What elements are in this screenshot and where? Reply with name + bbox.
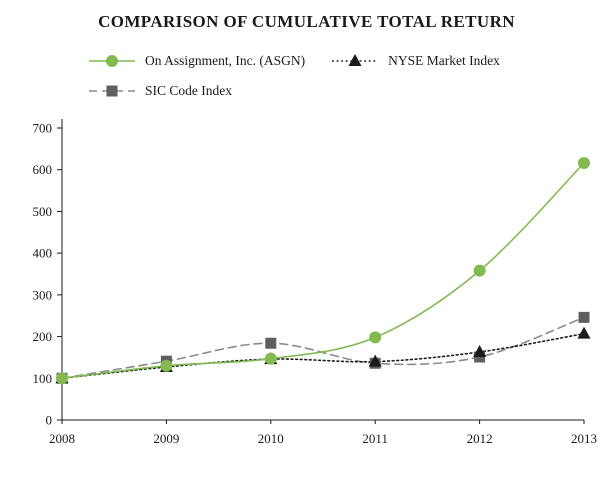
circle-marker [369,331,382,344]
triangle-marker [368,354,382,367]
legend-item-sic: SIC Code Index [88,82,305,100]
circle-marker [264,352,277,365]
x-tick-label: 2012 [467,431,493,446]
y-tick-label: 400 [33,246,53,261]
x-tick-label: 2010 [258,431,284,446]
x-tick-label: 2008 [49,431,75,446]
square-marker [578,311,590,323]
y-tick-label: 500 [33,204,53,219]
circle-marker [473,264,486,277]
legend-marker-sample [106,85,118,97]
series-line-1 [61,332,585,380]
asgn-line-circle-swatch [89,55,135,67]
sic-line-square-swatch [89,85,135,97]
legend-item-asgn: On Assignment, Inc. (ASGN) [88,52,305,70]
square-marker [474,351,486,363]
square-marker [265,337,277,349]
legend-label-sic: SIC Code Index [145,83,232,98]
triangle-marker [473,345,487,358]
y-tick-label: 200 [33,329,53,344]
line-chart: 0 100 200 300 400 500 600 700 2008 2009 2010 2011 20… [0,110,613,473]
series-line-0 [61,162,585,380]
series-markers-0 [56,157,590,385]
x-tick-label: 2011 [362,431,388,446]
triangle-marker [577,326,591,339]
circle-marker [56,372,68,385]
y-tick-label: 700 [33,121,53,136]
legend-label-asgn: On Assignment, Inc. (ASGN) [145,53,306,68]
legend-item-nyse: NYSE Market Index [331,52,500,70]
y-tick-label: 300 [33,287,53,302]
axes [57,119,585,424]
nyse-line-triangle-swatch [332,54,379,66]
y-tick-label: 600 [33,162,53,177]
chart-legend: On Assignment, Inc. (ASGN) NYSE Market I… [88,52,613,100]
x-tick-label: 2013 [571,431,597,446]
y-tick-label: 0 [46,413,53,428]
y-tick-label: 100 [33,371,53,386]
chart-title: COMPARISON OF CUMULATIVE TOTAL RETURN [98,12,515,31]
circle-marker [160,359,173,372]
line-chart-canvas: 0 100 200 300 400 500 600 700 2008 2009 2010 2011 20… [33,119,597,446]
x-tick-label: 2009 [153,431,179,446]
circle-marker [578,157,590,170]
series-markers-1 [55,326,591,384]
legend-label-nyse: NYSE Market Index [388,53,500,68]
legend-marker-sample [106,55,118,67]
legend-marker-sample [348,54,362,66]
